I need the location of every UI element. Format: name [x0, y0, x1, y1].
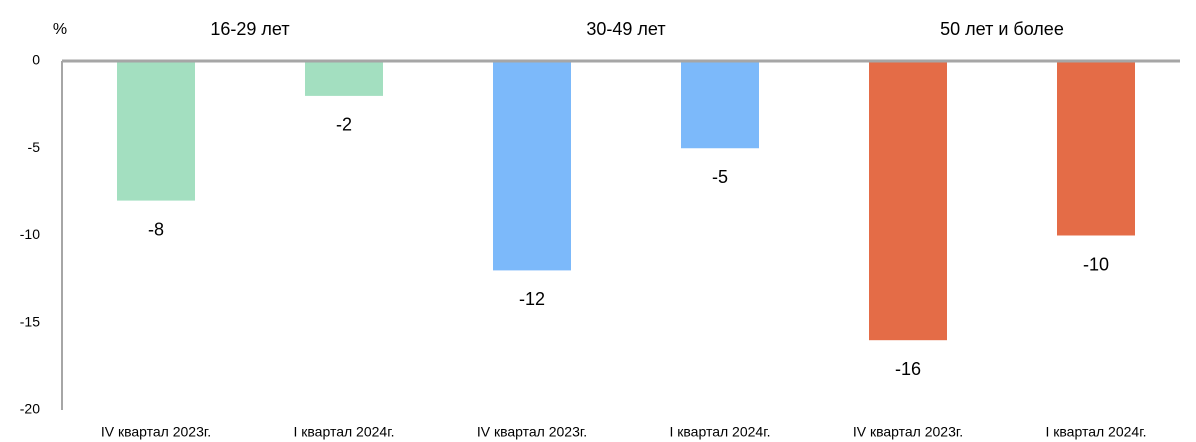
- bar: [305, 61, 383, 96]
- x-tick-label: I квартал 2024г.: [1046, 424, 1147, 440]
- y-tick-label: -5: [28, 139, 41, 155]
- bar: [1057, 61, 1135, 236]
- y-tick-label: 0: [32, 52, 40, 68]
- x-tick-label: I квартал 2024г.: [670, 424, 771, 440]
- y-tick-label: -20: [20, 401, 40, 417]
- group-label: 30-49 лет: [586, 19, 665, 39]
- y-tick-label: -10: [20, 226, 40, 242]
- group-label: 16-29 лет: [210, 19, 289, 39]
- y-axis-label: %: [53, 21, 67, 38]
- x-tick-label: IV квартал 2023г.: [101, 424, 211, 440]
- value-label: -12: [519, 289, 545, 309]
- value-label: -8: [148, 219, 164, 239]
- x-tick-label: IV квартал 2023г.: [477, 424, 587, 440]
- value-label: -5: [712, 167, 728, 187]
- y-tick-label: -15: [20, 313, 40, 329]
- bar: [493, 61, 571, 271]
- x-tick-label: IV квартал 2023г.: [853, 424, 963, 440]
- value-label: -10: [1083, 254, 1109, 274]
- value-label: -16: [895, 359, 921, 379]
- bar: [117, 61, 195, 201]
- value-label: -2: [336, 115, 352, 135]
- x-tick-label: I квартал 2024г.: [294, 424, 395, 440]
- bar: [869, 61, 947, 341]
- group-label: 50 лет и более: [940, 19, 1064, 39]
- bar: [681, 61, 759, 149]
